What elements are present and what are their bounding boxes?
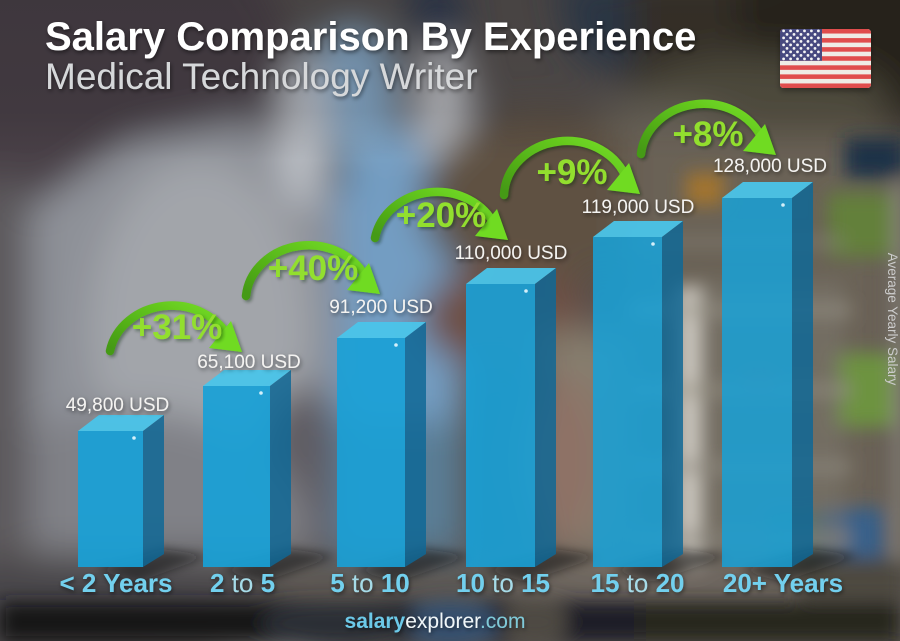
svg-text:< 2 Years: < 2 Years [59,568,172,598]
svg-text:Medical Technology Writer: Medical Technology Writer [45,56,478,97]
svg-text:5 to 10: 5 to 10 [330,568,410,598]
svg-text:119,000 USD: 119,000 USD [582,197,695,218]
svg-text:+9%: +9% [536,153,607,192]
svg-text:110,000 USD: 110,000 USD [455,243,568,264]
svg-text:128,000 USD: 128,000 USD [713,156,827,177]
svg-text:Salary Comparison By Experienc: Salary Comparison By Experience [45,15,696,59]
svg-text:salaryexplorer.com: salaryexplorer.com [345,610,526,633]
svg-text:2 to 5: 2 to 5 [210,568,275,598]
svg-text:49,800 USD: 49,800 USD [66,395,170,416]
svg-text:+40%: +40% [268,249,359,288]
svg-text:+31%: +31% [132,308,223,347]
svg-text:Average Yearly Salary: Average Yearly Salary [885,253,900,386]
svg-text:20+ Years: 20+ Years [723,568,843,598]
svg-text:91,200 USD: 91,200 USD [329,297,433,318]
svg-text:+20%: +20% [396,196,487,235]
svg-text:15 to 20: 15 to 20 [591,568,685,598]
svg-text:10 to 15: 10 to 15 [456,568,550,598]
svg-text:+8%: +8% [672,115,743,154]
svg-text:65,100 USD: 65,100 USD [197,352,301,373]
